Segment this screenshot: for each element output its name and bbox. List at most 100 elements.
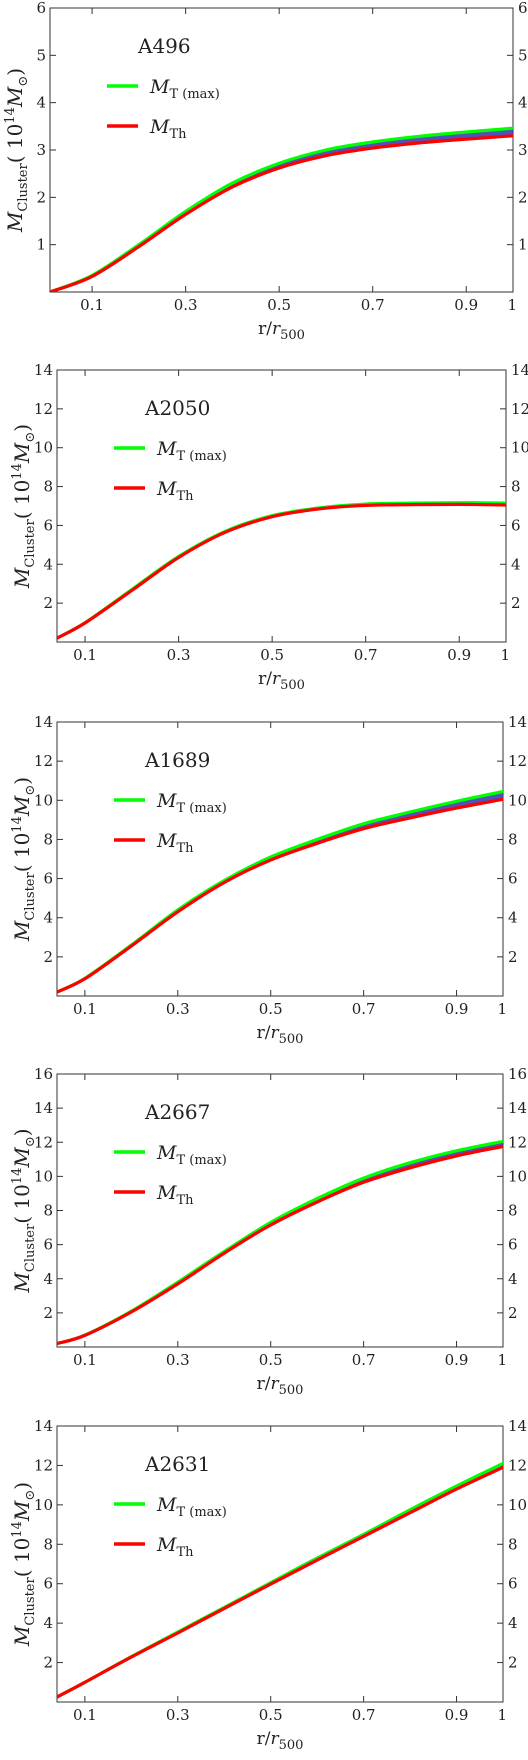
y-tick-label-left: 4 [36, 94, 46, 112]
y-tick-label-left: 2 [36, 188, 46, 206]
x-tick-label: 0.9 [445, 1706, 469, 1724]
y-tick-label-right: 12 [511, 400, 528, 418]
x-axis-label: r/r500 [257, 1729, 304, 1753]
y-tick-label-left: 16 [34, 1065, 53, 1083]
y-tick-label-right: 8 [511, 478, 521, 496]
x-axis-label: r/r500 [257, 1023, 304, 1047]
y-tick-label-right: 14 [508, 1099, 527, 1117]
y-tick-label-left: 3 [36, 141, 46, 159]
y-tick-label-right: 10 [511, 439, 528, 457]
legend-label-mt-max: MT (max) [149, 76, 220, 102]
y-tick-label-left: 14 [34, 361, 53, 379]
x-tick-label: 0.7 [352, 1000, 376, 1018]
x-tick-label: 0.7 [354, 646, 378, 664]
y-tick-label-right: 6 [518, 0, 528, 17]
y-tick-label-right: 2 [518, 188, 528, 206]
y-axis-label: MCluster( 1014M⊙) [10, 1482, 38, 1647]
y-tick-label-right: 6 [508, 870, 518, 888]
legend-label-mt-max: MT (max) [156, 438, 227, 464]
y-tick-label-right: 12 [508, 1133, 527, 1151]
x-tick-label: 1 [500, 646, 510, 664]
y-tick-label-right: 12 [508, 752, 527, 770]
y-tick-label-right: 5 [518, 46, 528, 64]
x-tick-label: 0.9 [447, 646, 471, 664]
y-tick-label-right: 12 [508, 1456, 527, 1474]
uncertainty-band [57, 502, 506, 639]
y-tick-label-left: 14 [34, 1099, 53, 1117]
plot-frame [56, 1425, 504, 1703]
y-tick-label-left: 6 [43, 516, 53, 534]
y-tick-label-left: 4 [43, 909, 53, 927]
x-tick-label: 0.3 [166, 1000, 190, 1018]
uncertainty-band [57, 791, 503, 993]
y-tick-label-left: 8 [43, 1202, 53, 1220]
y-axis-label: MCluster( 1014M⊙) [10, 424, 38, 589]
series-line-mt-max [57, 789, 503, 994]
series-line-mth [57, 1144, 503, 1346]
chart-panel-a2667: 2 2 4 4 6 6 8 8 10 10 12 12 14 14 16 16 0.1 0.3 0.5 0.7 0.9 1… [10, 1065, 527, 1398]
y-tick-label-right: 8 [508, 830, 518, 848]
legend-label-mth: MTh [156, 478, 194, 504]
legend-label-mt-max: MT (max) [156, 790, 227, 816]
y-tick-label-right: 8 [508, 1535, 518, 1553]
y-tick-label-right: 14 [511, 361, 528, 379]
y-tick-label-left: 8 [43, 1535, 53, 1553]
x-tick-label: 0.7 [352, 1706, 376, 1724]
plot-frame [56, 721, 504, 997]
y-tick-label-left: 12 [34, 1133, 53, 1151]
x-tick-label: 0.1 [80, 296, 104, 314]
uncertainty-band [57, 1141, 503, 1344]
y-tick-label-left: 10 [34, 791, 53, 809]
cluster-title: A496 [137, 34, 191, 58]
y-tick-label-left: 14 [34, 1417, 53, 1435]
y-tick-label-right: 4 [518, 94, 528, 112]
series-line-mth [50, 134, 513, 292]
legend-label-mth: MTh [156, 1534, 194, 1560]
x-tick-label: 1 [497, 1351, 507, 1369]
chart-panel-a496: 1 1 2 2 3 3 4 4 5 5 6 6 0.1 0.3 0.5 0.7 0.9 1 r/r500 MClust… [3, 0, 528, 343]
x-tick-label: 0.3 [167, 646, 191, 664]
y-tick-label-left: 2 [43, 948, 53, 966]
series-group [57, 501, 506, 640]
legend-label-mth: MTh [156, 1182, 194, 1208]
series-group [57, 1461, 503, 1699]
y-tick-label-left: 1 [36, 236, 46, 254]
y-tick-label-right: 3 [518, 141, 528, 159]
legend-label-mt-max: MT (max) [156, 1142, 227, 1168]
y-axis-label: MCluster( 1014M⊙) [3, 68, 31, 233]
y-tick-label-left: 5 [36, 46, 46, 64]
legend-label-mth: MTh [156, 830, 194, 856]
x-tick-label: 0.9 [445, 1351, 469, 1369]
series-group [57, 789, 503, 994]
y-tick-label-left: 14 [34, 713, 53, 731]
y-tick-label-right: 6 [511, 516, 521, 534]
y-axis-label: MCluster( 1014M⊙) [10, 777, 38, 942]
x-tick-label: 1 [507, 296, 517, 314]
series-group [50, 126, 513, 292]
x-tick-label: 0.1 [73, 646, 97, 664]
x-tick-label: 0.5 [267, 296, 291, 314]
y-tick-label-left: 2 [43, 1304, 53, 1322]
series-line-mth [57, 797, 503, 994]
x-tick-label: 0.1 [73, 1000, 97, 1018]
x-axis-label: r/r500 [258, 319, 305, 343]
y-tick-label-right: 10 [508, 791, 527, 809]
series-line-mt-max [50, 126, 513, 292]
x-tick-label: 0.3 [166, 1351, 190, 1369]
x-tick-label: 0.5 [259, 1351, 283, 1369]
series-line-mth [57, 502, 506, 640]
y-tick-label-right: 2 [508, 1304, 518, 1322]
y-tick-label-right: 2 [508, 948, 518, 966]
x-axis-label: r/r500 [258, 669, 305, 693]
uncertainty-band [50, 128, 513, 292]
x-tick-label: 1 [497, 1000, 507, 1018]
y-tick-label-right: 4 [508, 909, 518, 927]
y-tick-label-left: 6 [43, 1236, 53, 1254]
chart-panel-a2050: 2 2 4 4 6 6 8 8 10 10 12 12 14 14 0.1 0.3 0.5 0.7 0.9 1 r/r5… [10, 361, 528, 693]
y-tick-label-right: 14 [508, 713, 527, 731]
series-line-mt-max [57, 501, 506, 640]
cluster-title: A2631 [144, 1452, 210, 1476]
plot-frame [56, 1073, 504, 1348]
x-tick-label: 1 [497, 1706, 507, 1724]
